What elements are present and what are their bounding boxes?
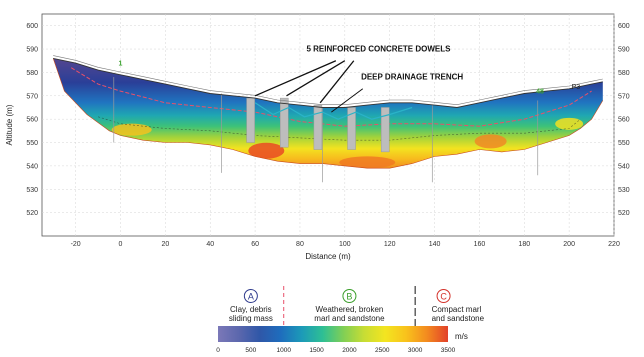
profile-label: P3 — [572, 84, 581, 91]
colorbar — [218, 326, 448, 342]
colorbar-tick-label: 2000 — [342, 347, 357, 354]
colorbar-tick-label: 500 — [245, 347, 256, 354]
x-tick-label: 40 — [206, 241, 214, 248]
y-tick-label-left: 570 — [26, 93, 38, 100]
colorbar-ticks: 0 500 1000 1500 2000 2500 3000 3500 — [216, 347, 455, 354]
legend-marker — [243, 289, 258, 303]
legend-marker-letter: A — [248, 292, 254, 302]
velocity-anomaly — [339, 156, 396, 169]
x-tick-label: 200 — [563, 241, 575, 248]
annotation-arrow — [331, 88, 364, 113]
y-tick-label-left: 580 — [26, 70, 38, 77]
velocity-anomalies — [111, 117, 584, 169]
y-tick-label-left: 550 — [26, 140, 38, 147]
y-tick-label-right: 590 — [618, 47, 630, 54]
colorbar-tick-label: 2500 — [375, 347, 390, 354]
x-tick-label: 160 — [474, 241, 486, 248]
profile-label: 48 — [536, 88, 544, 95]
section-bottom-edge — [52, 58, 604, 169]
y-tick-label-right: 520 — [618, 210, 630, 217]
x-tick-label: 20 — [161, 241, 169, 248]
y-tick-label-left: 520 — [26, 210, 38, 217]
y-tick-label-left: 560 — [26, 117, 38, 124]
y-tick-label-left: 590 — [26, 47, 38, 54]
velocity-anomaly — [248, 142, 285, 159]
profile-labels: 1 48 P3 — [119, 60, 581, 95]
annotation-arrow — [254, 60, 337, 97]
annotation-arrow — [286, 60, 346, 97]
concrete-dowel — [313, 104, 323, 150]
legend-text: and sandstone — [432, 314, 485, 323]
colorbar-tick-label: 1000 — [276, 347, 291, 354]
y-tick-label-right: 540 — [618, 163, 630, 170]
velocity-section — [53, 58, 603, 169]
y-tick-label-right: 550 — [618, 140, 630, 147]
concrete-dowel — [347, 107, 356, 150]
x-tick-label: 80 — [296, 241, 304, 248]
x-tick-label: 140 — [429, 241, 441, 248]
grid — [42, 14, 615, 236]
y-tick-label-right: 530 — [618, 187, 630, 194]
y-tick-label-right: 570 — [618, 93, 630, 100]
boreholes — [113, 77, 539, 183]
concrete-dowel — [246, 97, 255, 143]
drainage-trench-line — [254, 102, 413, 120]
x-tick-labels: -20 0 20 40 60 80 100 120 140 160 180 200 220 — [71, 241, 620, 248]
tomography-section — [52, 58, 604, 169]
colorbar-tick-label: 3000 — [408, 347, 423, 354]
isoline-3000 — [98, 116, 581, 141]
x-tick-label: 0 — [119, 241, 123, 248]
legend-marker-letter: B — [346, 292, 352, 302]
concrete-dowel — [380, 107, 390, 153]
annotation-arrow — [319, 60, 355, 104]
legend-text: marl and sandstone — [314, 314, 385, 323]
x-tick-label: 100 — [339, 241, 351, 248]
colorbar-tick-label: 0 — [216, 347, 220, 354]
annotations: 5 REINFORCED CONCRETE DOWELS DEEP DRAINAG… — [254, 44, 463, 113]
y-tick-label-right: 600 — [618, 23, 630, 30]
profile-label: 1 — [119, 60, 123, 67]
y-tick-label-right: 560 — [618, 117, 630, 124]
velocity-anomaly — [555, 117, 584, 130]
velocity-anomaly — [474, 134, 507, 149]
x-tick-label: 120 — [384, 241, 396, 248]
y-tick-label-left: 530 — [26, 187, 38, 194]
colorbar-tick-label: 1500 — [309, 347, 324, 354]
x-tick-label: -20 — [71, 241, 81, 248]
y-tick-label-left: 540 — [26, 163, 38, 170]
velocity-anomaly — [111, 123, 152, 136]
legend-marker-letter: C — [440, 292, 447, 302]
legend-text: Compact marl — [432, 305, 482, 314]
colorbar-unit: m/s — [455, 332, 468, 341]
x-axis-label: Distance (m) — [305, 252, 351, 261]
annotation-trench: DEEP DRAINAGE TRENCH — [361, 72, 463, 81]
legend-marker — [342, 289, 357, 303]
ground-surface-original — [53, 55, 603, 106]
y-tick-label-left: 600 — [26, 23, 38, 30]
ground-surface-line — [53, 57, 603, 108]
legend-text: Weathered, broken — [315, 305, 383, 314]
legend-marker — [436, 289, 451, 303]
legend-text: sliding mass — [229, 314, 273, 323]
concrete-dowel — [280, 97, 289, 148]
colorbar-tick-label: 3500 — [441, 347, 456, 354]
x-tick-label: 220 — [608, 241, 620, 248]
annotation-dowels: 5 REINFORCED CONCRETE DOWELS — [306, 44, 451, 53]
legend-text: Clay, debris — [230, 305, 272, 314]
y-axis-label: Altitude (m) — [5, 104, 14, 145]
concrete-dowels — [246, 97, 390, 153]
x-tick-label: 180 — [518, 241, 530, 248]
x-tick-label: 60 — [251, 241, 259, 248]
y-tick-labels: 520 520 530 530 540 540 550 550 560 560 570 570 580 5… — [26, 23, 629, 217]
y-tick-label-right: 580 — [618, 70, 630, 77]
